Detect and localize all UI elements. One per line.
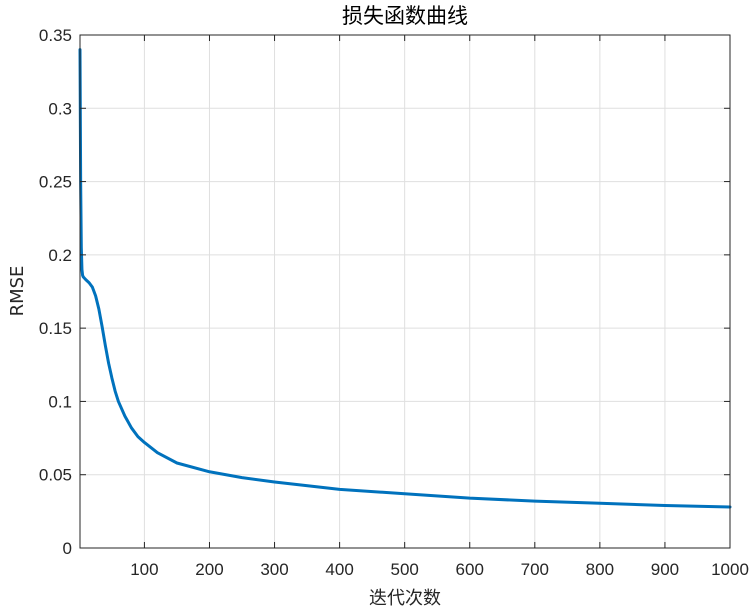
x-tick-label: 300 xyxy=(260,560,288,579)
y-tick-label: 0.25 xyxy=(39,173,72,192)
x-tick-label: 200 xyxy=(195,560,223,579)
tick-marks xyxy=(80,34,731,549)
y-tick-label: 0.15 xyxy=(39,319,72,338)
x-tick-label: 1000 xyxy=(711,560,749,579)
rmse-series-line xyxy=(78,48,732,509)
x-tick-labels: 100 200 300 400 500 600 700 800 900 1000 xyxy=(130,560,749,579)
x-tick-label: 100 xyxy=(130,560,158,579)
y-tick-label: 0.35 xyxy=(39,26,72,45)
series-layer xyxy=(78,48,732,509)
grid-lines xyxy=(80,35,730,548)
chart-title: 损失函数曲线 xyxy=(342,4,468,28)
x-tick-label: 600 xyxy=(456,560,484,579)
x-tick-label: 700 xyxy=(521,560,549,579)
x-axis-title: 迭代次数 xyxy=(369,588,441,609)
x-tick-label: 800 xyxy=(586,560,614,579)
y-tick-label: 0 xyxy=(63,539,72,558)
y-tick-label: 0.05 xyxy=(39,466,72,485)
x-tick-label: 400 xyxy=(325,560,353,579)
y-tick-labels: 0 0.05 0.1 0.15 0.2 0.25 0.3 0.35 xyxy=(39,26,72,558)
y-tick-label: 0.2 xyxy=(48,246,72,265)
x-tick-label: 900 xyxy=(651,560,679,579)
y-axis-title: RMSE xyxy=(7,266,28,317)
x-tick-label: 500 xyxy=(390,560,418,579)
y-tick-label: 0.1 xyxy=(48,392,72,411)
y-tick-label: 0.3 xyxy=(48,99,72,118)
